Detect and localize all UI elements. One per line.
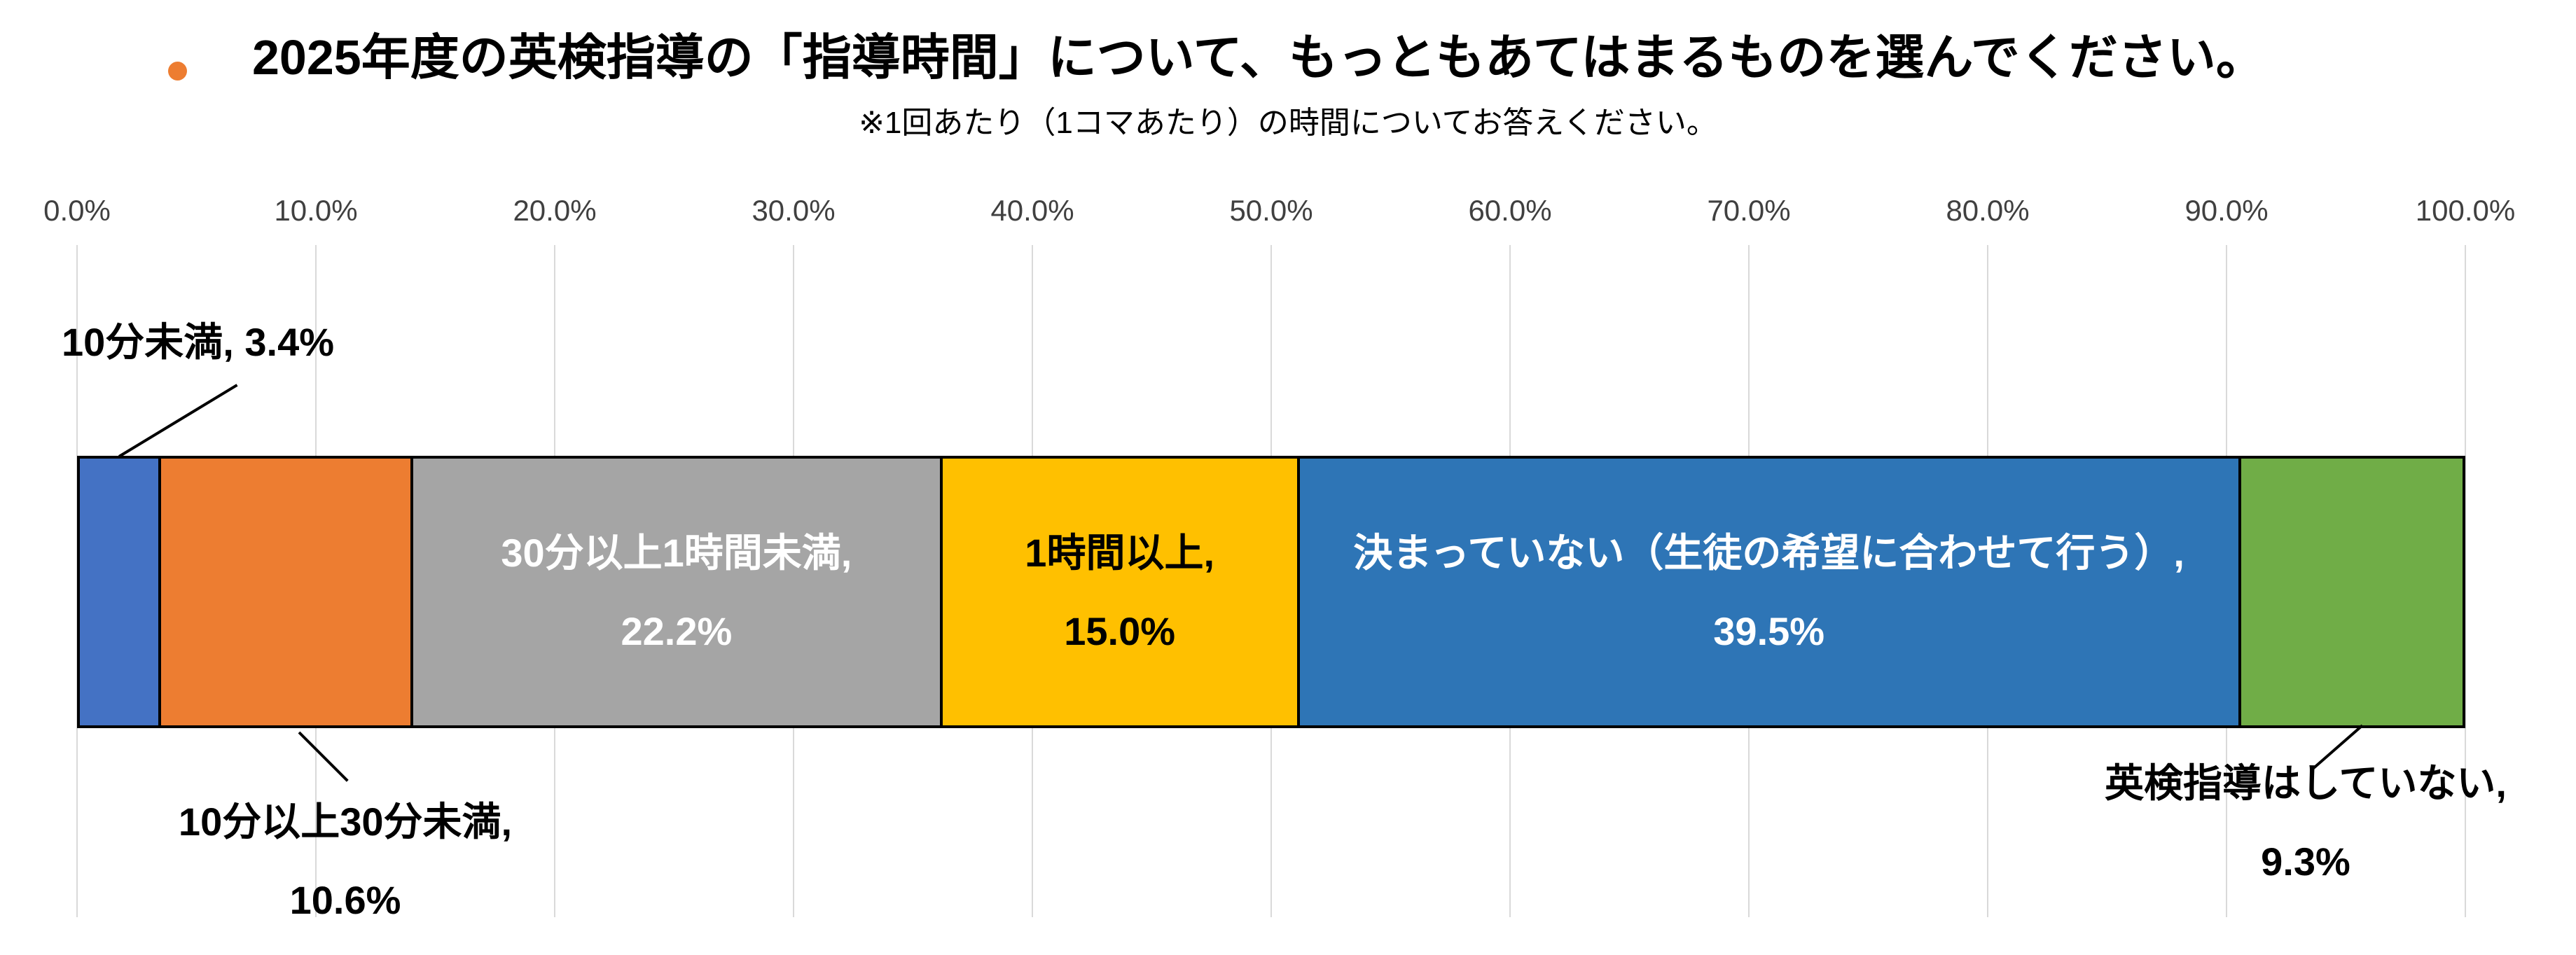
bar-segment-4: 1時間以上, 15.0% [942, 459, 1300, 725]
callout-line1: 10分以上30分未満, [178, 800, 513, 844]
bar-segment-5: 決まっていない（生徒の希望に合わせて行う）, 39.5% [1299, 459, 2241, 725]
bullet-icon [168, 62, 187, 81]
bar-segment-3: 30分以上1時間未満, 22.2% [413, 459, 943, 725]
x-axis: 0.0% 10.0% 20.0% 30.0% 40.0% 50.0% 60.0% 70.0% 8… [43, 194, 2515, 230]
x-tick-label: 70.0% [1707, 194, 1791, 227]
segment-label-line2: 39.5% [1713, 608, 1825, 653]
segment-label-line1: 1時間以上, [1025, 530, 1214, 575]
x-tick-label: 0.0% [43, 194, 111, 227]
callout-line2: 9.3% [2261, 839, 2350, 884]
bar-segment-6 [2241, 459, 2463, 725]
bar-segment-1 [80, 459, 161, 725]
segment-label-line2: 22.2% [621, 608, 733, 653]
stacked-bar: 30分以上1時間未満, 22.2% 1時間以上, 15.0% 決まっていない（生徒の希望… [77, 456, 2465, 728]
callout-label-segment-1: 10分未満, 3.4% [62, 320, 335, 364]
x-tick-label: 80.0% [1946, 194, 2030, 227]
callout-label-segment-2: 10分以上30分未満, 10.6% [112, 783, 579, 940]
segment-label-line1: 決まっていない（生徒の希望に合わせて行う）, [1353, 530, 2184, 575]
x-tick-label: 60.0% [1468, 194, 1552, 227]
x-tick-label: 30.0% [752, 194, 836, 227]
callout-line2: 10.6% [289, 878, 401, 922]
bar-segment-2 [160, 459, 414, 725]
callout-line1: 英検指導はしていない, [2105, 761, 2507, 805]
x-tick-label: 90.0% [2184, 194, 2269, 227]
callout-label-segment-6: 英検指導はしていない, 9.3% [2066, 744, 2545, 901]
x-tick-label: 20.0% [513, 194, 597, 227]
chart-subtitle: ※1回あたり（1コマあたり）の時間についてお答えください。 [859, 106, 1717, 140]
x-tick-label: 50.0% [1229, 194, 1313, 227]
segment-label-line2: 15.0% [1064, 608, 1176, 653]
chart-title: 2025年度の英検指導の「指導時間」について、もっともあてはまるものを選んでくだ… [252, 30, 2265, 85]
segment-label-line1: 30分以上1時間未満, [501, 530, 852, 575]
x-tick-label: 100.0% [2415, 194, 2516, 227]
x-tick-label: 40.0% [990, 194, 1074, 227]
x-tick-label: 10.0% [274, 194, 358, 227]
gridline [2465, 245, 2466, 917]
